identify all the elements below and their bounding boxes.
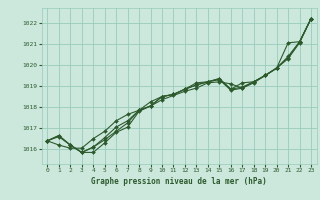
X-axis label: Graphe pression niveau de la mer (hPa): Graphe pression niveau de la mer (hPa) [91,177,267,186]
